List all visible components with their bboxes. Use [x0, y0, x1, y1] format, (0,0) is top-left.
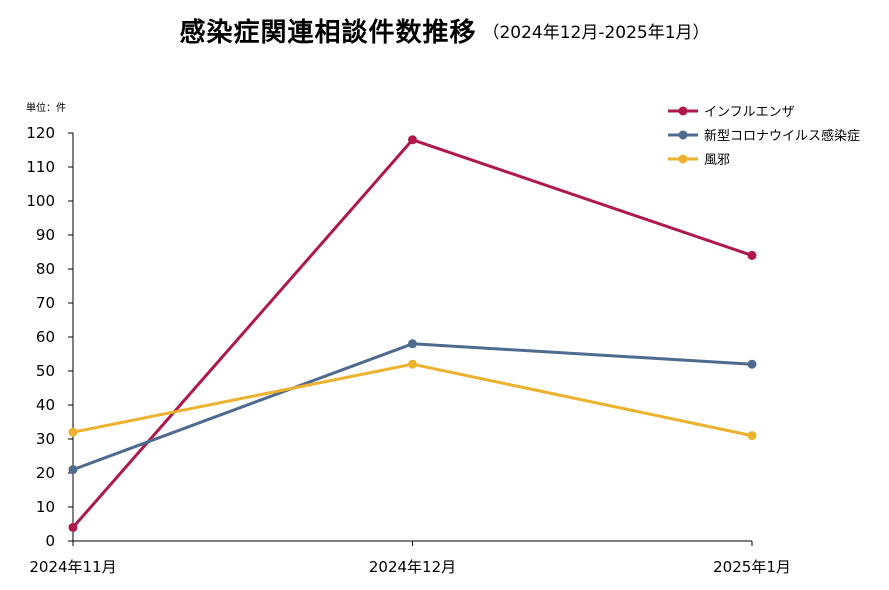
x-tick-label: 2024年12月	[369, 558, 456, 576]
data-point	[408, 339, 417, 349]
y-tick-label: 110	[26, 158, 55, 176]
x-tick-label: 2025年1月	[713, 558, 791, 576]
data-point	[747, 359, 757, 369]
legend-swatch-marker	[678, 154, 688, 164]
unit-label: 単位：件	[26, 101, 66, 114]
data-point	[747, 431, 757, 441]
data-point	[747, 250, 757, 260]
y-tick-label: 80	[36, 260, 55, 278]
legend-label: 風邪	[704, 153, 730, 168]
chart-subtitle: （2024年12月-2025年1月）	[482, 23, 710, 43]
y-tick-label: 40	[36, 396, 55, 414]
legend-swatch-marker	[678, 106, 688, 116]
y-tick-label: 20	[36, 464, 55, 482]
legend-label: インフルエンザ	[704, 105, 795, 120]
y-tick-label: 100	[26, 192, 55, 210]
data-point	[408, 135, 417, 145]
data-point	[68, 427, 78, 437]
y-tick-label: 120	[26, 124, 55, 142]
y-tick-label: 50	[36, 362, 55, 380]
y-tick-label: 30	[36, 430, 55, 448]
y-tick-label: 10	[36, 498, 55, 516]
legend-swatch-marker	[678, 130, 688, 140]
chart-title-row: 感染症関連相談件数推移 （2024年12月-2025年1月）	[0, 12, 889, 49]
chart-title: 感染症関連相談件数推移	[179, 18, 477, 48]
x-tick-label: 2024年11月	[29, 558, 116, 576]
legend-label: 新型コロナウイルス感染症	[704, 128, 860, 144]
y-tick-label: 0	[45, 532, 55, 550]
data-point	[408, 359, 417, 369]
data-point	[68, 522, 78, 532]
series-line-0	[71, 138, 753, 529]
y-tick-label: 70	[36, 294, 55, 312]
y-tick-label: 90	[36, 226, 55, 244]
y-tick-label: 60	[36, 328, 55, 346]
data-point	[68, 465, 78, 475]
series-line-2	[72, 362, 753, 438]
